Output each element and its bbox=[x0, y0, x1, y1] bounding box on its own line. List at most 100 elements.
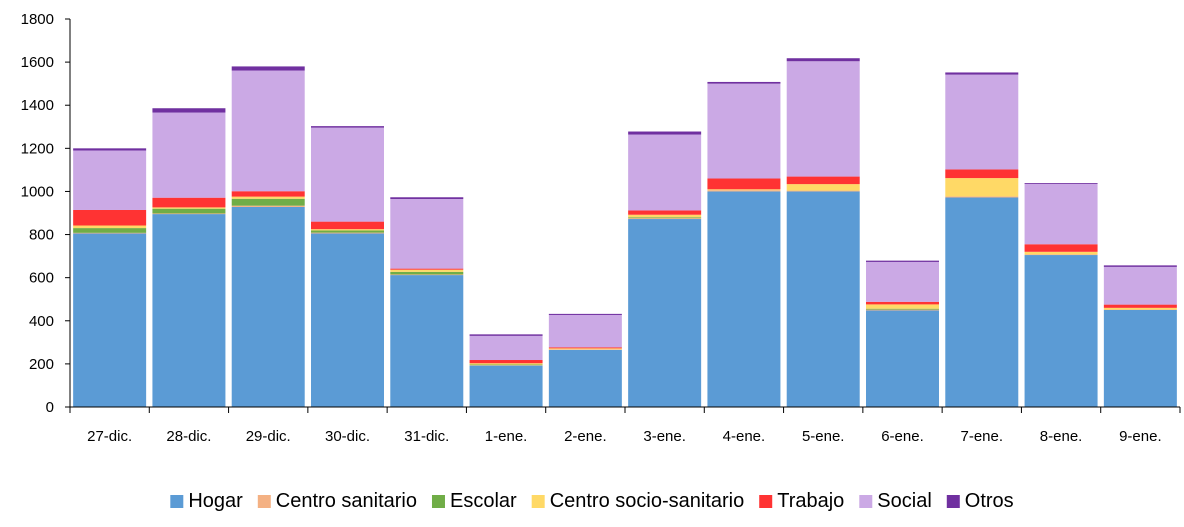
legend-label: Escolar bbox=[450, 490, 517, 512]
legend-label: Social bbox=[877, 490, 931, 512]
bar-segment-centro-sanitario bbox=[390, 274, 463, 275]
bar-segment-social bbox=[1025, 184, 1098, 244]
bar-segment-trabajo bbox=[73, 210, 146, 226]
legend-swatch bbox=[432, 495, 445, 508]
x-tick-label: 5-ene. bbox=[802, 428, 845, 445]
x-tick-label: 1-ene. bbox=[485, 428, 528, 445]
bar-segment-social bbox=[311, 128, 384, 222]
bar-segment-otros bbox=[152, 108, 225, 112]
y-tick-label: 600 bbox=[29, 270, 54, 287]
bar-segment-centro-socio-sanitario bbox=[628, 215, 701, 218]
bar-segment-hogar bbox=[390, 275, 463, 407]
legend-item-social: Social bbox=[859, 490, 931, 512]
bar-segment-otros bbox=[1025, 183, 1098, 184]
bar-segment-centro-sanitario bbox=[152, 213, 225, 214]
x-tick-label: 7-ene. bbox=[961, 428, 1004, 445]
bar-segment-otros bbox=[866, 261, 939, 262]
bar-segment-hogar bbox=[866, 310, 939, 407]
bar-segment-escolar bbox=[152, 209, 225, 214]
x-tick-label: 31-dic. bbox=[404, 428, 449, 445]
bar-segment-social bbox=[73, 150, 146, 209]
bar-segment-social bbox=[866, 262, 939, 302]
bar-segment-hogar bbox=[1104, 310, 1177, 407]
x-tick-label: 8-ene. bbox=[1040, 428, 1083, 445]
x-tick-label: 29-dic. bbox=[246, 428, 291, 445]
legend-swatch bbox=[947, 495, 960, 508]
bar-segment-hogar bbox=[628, 219, 701, 407]
bar-segment-social bbox=[549, 315, 622, 347]
bar-segment-centro-sanitario bbox=[1025, 254, 1098, 255]
y-tick-label: 1600 bbox=[21, 54, 54, 71]
legend-label: Centro socio-sanitario bbox=[550, 490, 745, 512]
x-tick-label: 4-ene. bbox=[723, 428, 766, 445]
bar-segment-centro-socio-sanitario bbox=[152, 207, 225, 208]
bar-segment-centro-socio-sanitario bbox=[470, 363, 543, 364]
bar-segment-trabajo bbox=[866, 302, 939, 305]
bar-segment-social bbox=[232, 71, 305, 192]
bar-segment-trabajo bbox=[470, 360, 543, 363]
bar-segment-centro-socio-sanitario bbox=[311, 229, 384, 230]
y-tick-label: 0 bbox=[46, 399, 54, 416]
bar-segment-trabajo bbox=[549, 347, 622, 348]
bar-segment-trabajo bbox=[707, 179, 780, 190]
legend-item-trabajo: Trabajo bbox=[759, 490, 844, 512]
bar-segment-otros bbox=[707, 82, 780, 84]
x-axis: 27-dic.28-dic.29-dic.30-dic.31-dic.1-ene… bbox=[70, 407, 1180, 445]
x-tick-label: 9-ene. bbox=[1119, 428, 1162, 445]
bar-segment-escolar bbox=[628, 217, 701, 218]
y-tick-label: 200 bbox=[29, 356, 54, 373]
legend-swatch bbox=[859, 495, 872, 508]
bar-segment-escolar bbox=[390, 272, 463, 275]
x-tick-label: 3-ene. bbox=[643, 428, 686, 445]
legend-label: Otros bbox=[965, 490, 1014, 512]
bar-segment-trabajo bbox=[787, 177, 860, 185]
bar-segment-trabajo bbox=[232, 191, 305, 196]
bar-segment-hogar bbox=[232, 207, 305, 407]
bar-segment-social bbox=[787, 61, 860, 176]
bar-segment-centro-sanitario bbox=[232, 206, 305, 207]
bar-segment-centro-sanitario bbox=[707, 190, 780, 191]
y-tick-label: 800 bbox=[29, 227, 54, 244]
bar-segment-centro-socio-sanitario bbox=[787, 184, 860, 190]
bar-segment-hogar bbox=[787, 191, 860, 407]
bar-segment-centro-sanitario bbox=[787, 191, 860, 192]
y-tick-label: 1800 bbox=[21, 11, 54, 28]
bar-segment-hogar bbox=[549, 350, 622, 407]
y-tick-label: 1000 bbox=[21, 183, 54, 200]
bar-segment-centro-socio-sanitario bbox=[945, 178, 1018, 196]
bar-segment-centro-sanitario bbox=[628, 218, 701, 219]
bar-segment-otros bbox=[470, 334, 543, 336]
bar-segment-escolar bbox=[311, 230, 384, 232]
bar-segment-otros bbox=[628, 132, 701, 135]
bar-segment-escolar bbox=[470, 365, 543, 366]
y-tick-label: 1200 bbox=[21, 140, 54, 157]
bar-segment-otros bbox=[1104, 265, 1177, 267]
bar-segment-hogar bbox=[707, 191, 780, 407]
bar-segment-otros bbox=[73, 148, 146, 150]
legend-item-escolar: Escolar bbox=[432, 490, 517, 512]
bar-segment-social bbox=[470, 336, 543, 360]
bar-segment-social bbox=[152, 113, 225, 198]
bar-segment-hogar bbox=[1025, 255, 1098, 407]
bar-segment-trabajo bbox=[945, 169, 1018, 178]
bar-segment-centro-sanitario bbox=[945, 196, 1018, 197]
x-tick-label: 2-ene. bbox=[564, 428, 607, 445]
bar-segment-centro-sanitario bbox=[73, 233, 146, 234]
bar-segment-hogar bbox=[945, 197, 1018, 407]
bar-segment-centro-socio-sanitario bbox=[866, 304, 939, 308]
bar-segment-centro-socio-sanitario bbox=[549, 348, 622, 349]
bar-segment-centro-sanitario bbox=[549, 349, 622, 350]
y-tick-label: 1400 bbox=[21, 97, 54, 114]
legend-label: Centro sanitario bbox=[276, 490, 417, 512]
x-tick-label: 30-dic. bbox=[325, 428, 370, 445]
legend-swatch bbox=[759, 495, 772, 508]
legend-item-otros: Otros bbox=[947, 490, 1014, 512]
bar-segment-trabajo bbox=[628, 210, 701, 214]
bar-segment-social bbox=[945, 75, 1018, 170]
bar-segment-trabajo bbox=[390, 269, 463, 270]
x-tick-label: 6-ene. bbox=[881, 428, 924, 445]
y-tick-label: 400 bbox=[29, 313, 54, 330]
